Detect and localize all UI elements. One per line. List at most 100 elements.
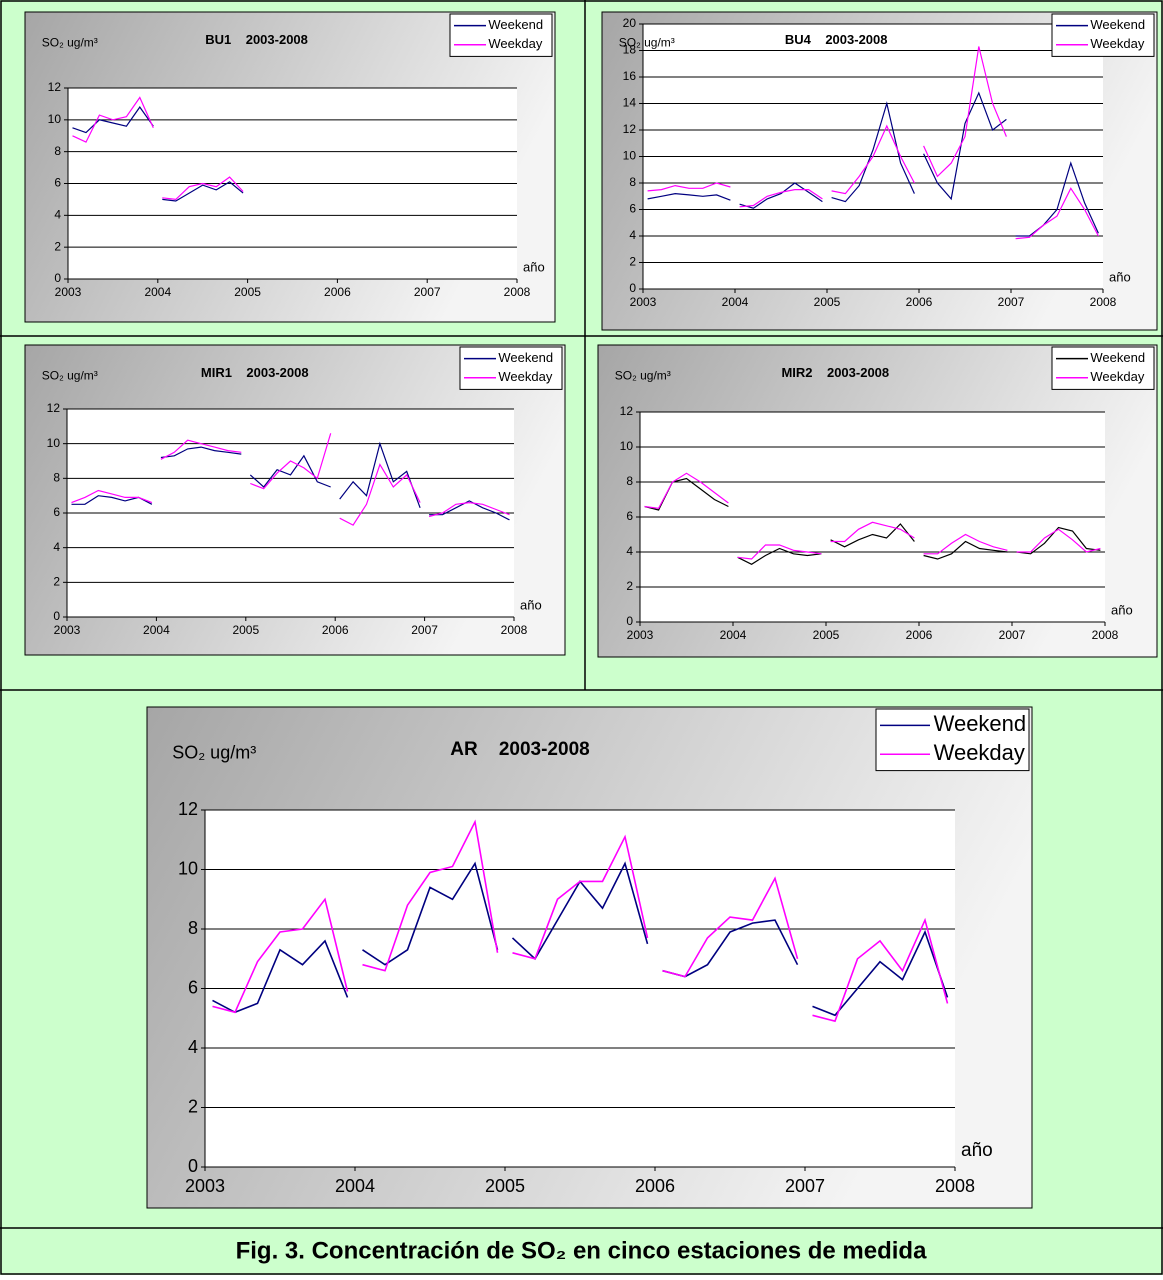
- series-line: [644, 477, 1101, 565]
- y-tick-label: 6: [629, 202, 636, 216]
- y-tick-label: 2: [626, 579, 633, 593]
- x-tick-label: 2004: [720, 628, 747, 642]
- y-tick-label: 10: [178, 858, 198, 878]
- x-tick-label: 2003: [185, 1176, 225, 1196]
- y-tick-label: 14: [623, 96, 637, 110]
- y-tick-label: 10: [47, 436, 61, 450]
- x-tick-label: 2007: [998, 295, 1025, 309]
- y-tick-label: 6: [626, 509, 633, 523]
- y-axis-label: SO₂ ug/m³: [42, 35, 98, 49]
- y-tick-label: 8: [54, 144, 61, 158]
- series-line: [72, 106, 244, 202]
- y-tick-label: 12: [48, 80, 62, 94]
- legend-box: [459, 346, 563, 390]
- x-tick-label: 2005: [234, 285, 261, 299]
- legend-box: [449, 13, 553, 57]
- y-tick-label: 12: [623, 122, 637, 136]
- y-tick-label: 10: [623, 149, 637, 163]
- y-tick-label: 4: [629, 228, 636, 242]
- legend-box: [875, 708, 1030, 772]
- y-tick-label: 4: [54, 208, 61, 222]
- legend-label: Weekday: [1090, 36, 1144, 51]
- y-tick-label: 6: [188, 977, 198, 997]
- y-tick-label: 8: [629, 175, 636, 189]
- x-tick-label: 2007: [785, 1176, 825, 1196]
- caption: Fig. 3. Concentración de SO₂ en cinco es…: [236, 1237, 927, 1264]
- y-tick-label: 10: [48, 112, 62, 126]
- chart-title: AR 2003-2008: [450, 739, 589, 760]
- x-tick-label: 2004: [335, 1176, 375, 1196]
- y-tick-label: 2: [188, 1096, 198, 1116]
- legend-label: Weekday: [498, 369, 552, 384]
- legend-label: Weekday: [488, 36, 542, 51]
- x-tick-label: 2006: [906, 628, 933, 642]
- y-axis-label: SO₂ ug/m³: [619, 35, 675, 49]
- x-tick-label: 2006: [324, 285, 351, 299]
- series-line: [212, 819, 949, 1023]
- chart-title: MIR2 2003-2008: [781, 365, 889, 380]
- y-tick-label: 6: [53, 505, 60, 519]
- y-tick-label: 4: [188, 1037, 198, 1057]
- x-tick-label: 2006: [635, 1176, 675, 1196]
- series-line: [647, 46, 1099, 240]
- x-tick-label: 2006: [322, 623, 349, 637]
- legend-label: Weekend: [498, 350, 553, 365]
- x-tick-label: 2005: [814, 295, 841, 309]
- series-line: [644, 472, 1101, 560]
- y-tick-label: 12: [47, 401, 61, 415]
- y-tick-label: 8: [53, 471, 60, 485]
- chart-title: BU1 2003-2008: [205, 32, 308, 47]
- x-axis-label: año: [1109, 270, 1131, 285]
- x-tick-label: 2006: [906, 295, 933, 309]
- legend-box: [1051, 346, 1155, 390]
- chart-title: MIR1 2003-2008: [201, 365, 309, 380]
- x-tick-label: 2008: [935, 1176, 975, 1196]
- x-tick-label: 2007: [999, 628, 1026, 642]
- y-tick-label: 18: [623, 43, 637, 57]
- y-tick-label: 12: [620, 404, 634, 418]
- x-tick-label: 2005: [813, 628, 840, 642]
- y-axis-label: SO₂ ug/m³: [42, 368, 98, 382]
- x-axis-label: año: [520, 598, 542, 613]
- x-tick-label: 2003: [54, 623, 81, 637]
- y-tick-label: 8: [626, 474, 633, 488]
- legend-label: Weekend: [1090, 17, 1145, 32]
- y-tick-label: 4: [626, 544, 633, 558]
- series-line: [72, 96, 244, 201]
- legend-label: Weekend: [488, 17, 543, 32]
- y-tick-label: 10: [620, 439, 634, 453]
- x-tick-label: 2008: [1092, 628, 1119, 642]
- y-tick-label: 0: [54, 271, 61, 285]
- x-tick-label: 2004: [722, 295, 749, 309]
- x-axis-label: año: [523, 260, 545, 275]
- y-axis-label: SO₂ ug/m³: [172, 743, 256, 763]
- x-tick-label: 2004: [144, 285, 171, 299]
- x-tick-label: 2004: [143, 623, 170, 637]
- x-axis-label: año: [961, 1140, 993, 1161]
- y-axis-label: SO₂ ug/m³: [615, 368, 671, 382]
- x-axis-label: año: [1111, 603, 1133, 618]
- legend-label: Weekend: [934, 711, 1027, 736]
- series-line: [71, 441, 510, 521]
- x-tick-label: 2008: [504, 285, 531, 299]
- x-tick-label: 2007: [411, 623, 438, 637]
- x-tick-label: 2003: [627, 628, 654, 642]
- y-tick-label: 2: [629, 255, 636, 269]
- x-tick-label: 2008: [501, 623, 528, 637]
- series-line: [647, 91, 1099, 237]
- x-tick-label: 2005: [485, 1176, 525, 1196]
- y-tick-label: 0: [629, 281, 636, 295]
- x-tick-label: 2003: [55, 285, 82, 299]
- y-tick-label: 8: [188, 918, 198, 938]
- y-tick-label: 0: [53, 609, 60, 623]
- y-tick-label: 16: [623, 69, 637, 83]
- x-tick-label: 2003: [630, 295, 657, 309]
- y-tick-label: 20: [623, 16, 637, 30]
- legend-label: Weekend: [1090, 350, 1145, 365]
- y-tick-label: 4: [53, 540, 60, 554]
- legend-label: Weekday: [934, 740, 1025, 765]
- x-tick-label: 2007: [414, 285, 441, 299]
